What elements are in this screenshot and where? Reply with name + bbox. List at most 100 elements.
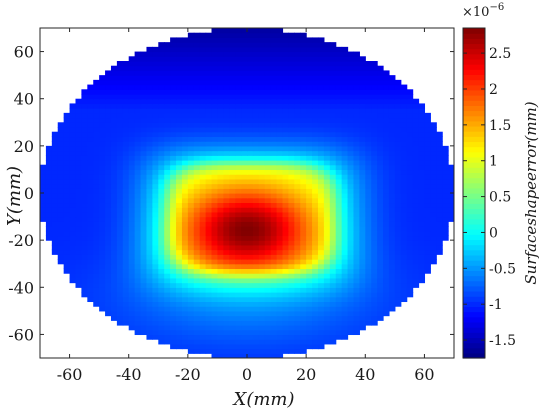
heatmap-cell — [258, 211, 266, 218]
heatmap-cell — [341, 282, 349, 288]
heatmap-cell — [164, 240, 171, 246]
heatmap-cell — [116, 108, 124, 114]
heatmap-cell — [329, 141, 337, 147]
heatmap-cell — [247, 84, 254, 90]
heatmap-cell — [152, 240, 159, 246]
heatmap-cell — [317, 84, 325, 90]
heatmap-cell — [187, 46, 195, 53]
heatmap-cell — [247, 103, 254, 109]
heatmap-cell — [235, 94, 242, 100]
heatmap-cell — [110, 240, 118, 246]
heatmap-cell — [270, 108, 278, 114]
heatmap-cell — [57, 226, 65, 232]
heatmap-cell — [140, 164, 148, 171]
heatmap-cell — [63, 164, 71, 171]
heatmap-cell — [394, 127, 402, 133]
heatmap-cell — [235, 230, 242, 237]
heatmap-cell — [158, 310, 165, 317]
heatmap-cell — [211, 230, 219, 237]
heatmap-cell — [81, 183, 88, 189]
heatmap-cell — [140, 122, 148, 128]
heatmap-cell — [223, 75, 230, 81]
heatmap-cell — [235, 70, 242, 76]
heatmap-cell — [87, 131, 94, 138]
heatmap-cell — [335, 178, 343, 185]
heatmap-cell — [406, 150, 414, 156]
heatmap-cell — [412, 244, 420, 251]
heatmap-cell — [406, 216, 414, 222]
heatmap-cell — [229, 51, 236, 57]
heatmap-cell — [134, 197, 142, 204]
heatmap-cell — [205, 329, 213, 336]
heatmap-cell — [341, 188, 349, 194]
heatmap-cell — [229, 65, 236, 72]
heatmap-cell — [152, 108, 159, 114]
heatmap-cell — [223, 155, 230, 161]
heatmap-cell — [430, 197, 437, 204]
heatmap-cell — [128, 183, 136, 189]
heatmap-cell — [128, 98, 136, 105]
heatmap-cell — [317, 169, 325, 175]
heatmap-cell — [193, 183, 201, 189]
heatmap-cell — [146, 301, 153, 307]
heatmap-cell — [217, 329, 224, 336]
heatmap-cell — [317, 296, 325, 303]
heatmap-cell — [241, 277, 248, 284]
heatmap-cell — [128, 315, 136, 321]
heatmap-cell — [264, 155, 272, 161]
heatmap-cell — [312, 301, 319, 307]
heatmap-cell — [93, 169, 100, 175]
heatmap-cell — [170, 94, 177, 100]
heatmap-cell — [187, 230, 195, 237]
heatmap-cell — [158, 56, 165, 62]
heatmap-cell — [176, 202, 183, 208]
heatmap-cell — [164, 306, 171, 312]
colorbar-tick-label: 2 — [489, 82, 498, 98]
heatmap-cell — [365, 244, 372, 251]
heatmap-cell — [187, 268, 195, 274]
heatmap-cell — [241, 230, 248, 237]
heatmap-cell — [353, 277, 360, 284]
heatmap-cell — [247, 353, 254, 358]
heatmap-cell — [223, 183, 230, 189]
heatmap-cell — [288, 188, 295, 194]
heatmap-cell — [134, 268, 142, 274]
heatmap-cell — [170, 141, 177, 147]
heatmap-cell — [199, 310, 207, 317]
heatmap-cell — [276, 339, 284, 345]
heatmap-cell — [235, 112, 242, 119]
heatmap-cell — [258, 84, 266, 90]
heatmap-cell — [377, 70, 384, 76]
heatmap-cell — [181, 282, 189, 288]
heatmap-cell — [276, 164, 284, 171]
heatmap-cell — [164, 226, 171, 232]
heatmap-cell — [170, 56, 177, 62]
heatmap-cell — [63, 259, 71, 265]
heatmap-cell — [241, 145, 248, 152]
heatmap-cell — [140, 61, 148, 67]
heatmap-cell — [116, 207, 124, 213]
heatmap-cell — [187, 315, 195, 321]
heatmap-cell — [229, 230, 236, 237]
heatmap-cell — [282, 169, 289, 175]
heatmap-cell — [365, 61, 372, 67]
heatmap-cell — [252, 249, 260, 255]
heatmap-cell — [63, 178, 71, 185]
heatmap-cell — [75, 183, 82, 189]
heatmap-cell — [270, 183, 278, 189]
heatmap-cell — [400, 164, 408, 171]
heatmap-cell — [81, 178, 88, 185]
heatmap-cell — [365, 160, 372, 166]
heatmap-cell — [241, 98, 248, 105]
heatmap-cell — [181, 188, 189, 194]
heatmap-cell — [258, 287, 266, 293]
heatmap-cell — [176, 61, 183, 67]
heatmap-cell — [418, 117, 426, 123]
heatmap-cell — [181, 254, 189, 260]
heatmap-cell — [247, 112, 254, 119]
heatmap-cell — [241, 325, 248, 331]
heatmap-cell — [388, 98, 396, 105]
heatmap-cell — [140, 117, 148, 123]
x-tick-labels: -60 -40 -20 0 20 40 60 — [57, 365, 435, 384]
heatmap-cell — [193, 240, 201, 246]
